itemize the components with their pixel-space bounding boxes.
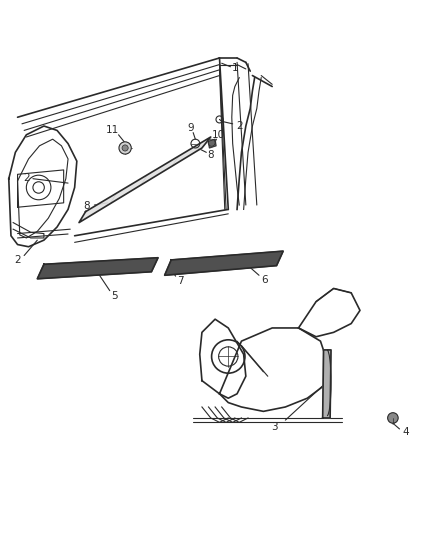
Polygon shape (37, 258, 158, 279)
Text: 6: 6 (261, 274, 268, 285)
Polygon shape (208, 139, 215, 148)
Text: 2: 2 (23, 173, 30, 183)
Text: 8: 8 (207, 150, 214, 159)
Text: 2: 2 (235, 121, 242, 131)
Text: 10: 10 (212, 130, 225, 140)
Text: 9: 9 (187, 123, 194, 133)
Text: 4: 4 (402, 427, 409, 438)
Polygon shape (79, 137, 210, 223)
Text: 3: 3 (270, 422, 277, 432)
Circle shape (387, 413, 397, 423)
Text: 7: 7 (176, 277, 183, 286)
Text: 2: 2 (14, 255, 21, 265)
Circle shape (119, 142, 131, 154)
Circle shape (122, 145, 128, 151)
Polygon shape (322, 350, 330, 418)
Text: 11: 11 (105, 125, 118, 135)
Polygon shape (164, 251, 283, 275)
Text: 5: 5 (110, 292, 117, 301)
Text: 1: 1 (231, 63, 238, 72)
Text: 8: 8 (83, 201, 90, 211)
